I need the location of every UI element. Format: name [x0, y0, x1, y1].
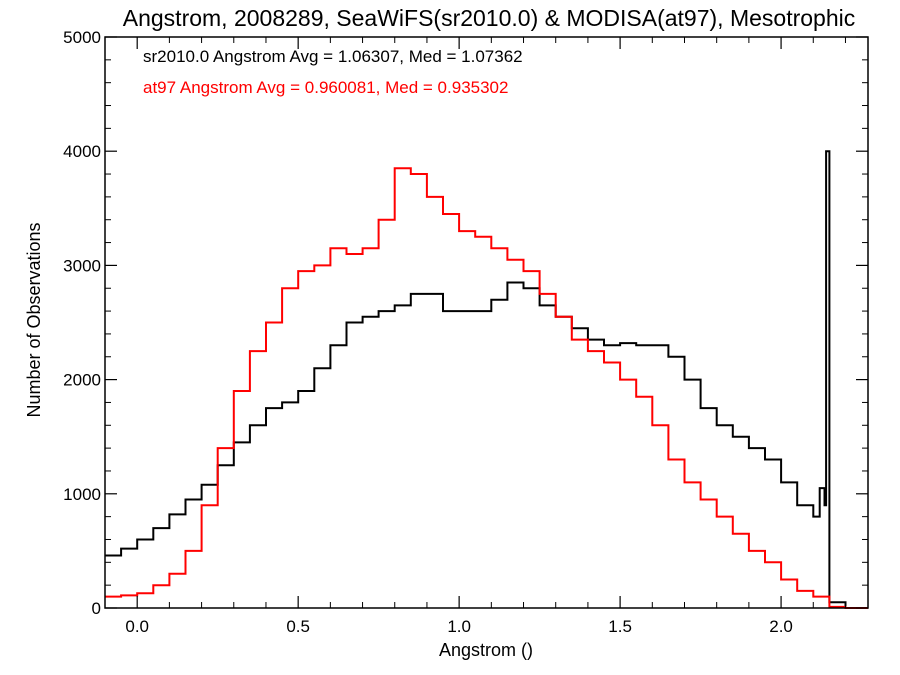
- y-tick-label: 4000: [63, 142, 101, 161]
- x-axis-label: Angstrom (): [439, 640, 533, 660]
- y-tick-label: 0: [92, 599, 101, 618]
- x-tick-label: 0.0: [125, 617, 149, 636]
- x-tick-label: 0.5: [286, 617, 310, 636]
- y-tick-label: 2000: [63, 371, 101, 390]
- x-tick-label: 1.5: [608, 617, 632, 636]
- series-line-0: [105, 150, 868, 609]
- y-axis-label: Number of Observations: [24, 222, 44, 417]
- series-group: [105, 150, 868, 609]
- y-tick-label: 3000: [63, 256, 101, 275]
- annotation-sr2010: sr2010.0 Angstrom Avg = 1.06307, Med = 1…: [143, 47, 523, 66]
- y-tick-label: 5000: [63, 28, 101, 47]
- plot-frame: [104, 36, 869, 609]
- annotation-group: sr2010.0 Angstrom Avg = 1.06307, Med = 1…: [143, 47, 523, 97]
- x-tick-label: 1.0: [447, 617, 471, 636]
- chart-title: Angstrom, 2008289, SeaWiFS(sr2010.0) & M…: [123, 5, 855, 31]
- x-tick-label: 2.0: [769, 617, 793, 636]
- series-line-1: [105, 167, 868, 609]
- ticks-group: 0.0 0.5 1.0 1.5 2.0 0 1000 2000 3000 4000 5000: [63, 28, 868, 636]
- y-tick-label: 1000: [63, 485, 101, 504]
- annotation-at97: at97 Angstrom Avg = 0.960081, Med = 0.93…: [143, 78, 508, 97]
